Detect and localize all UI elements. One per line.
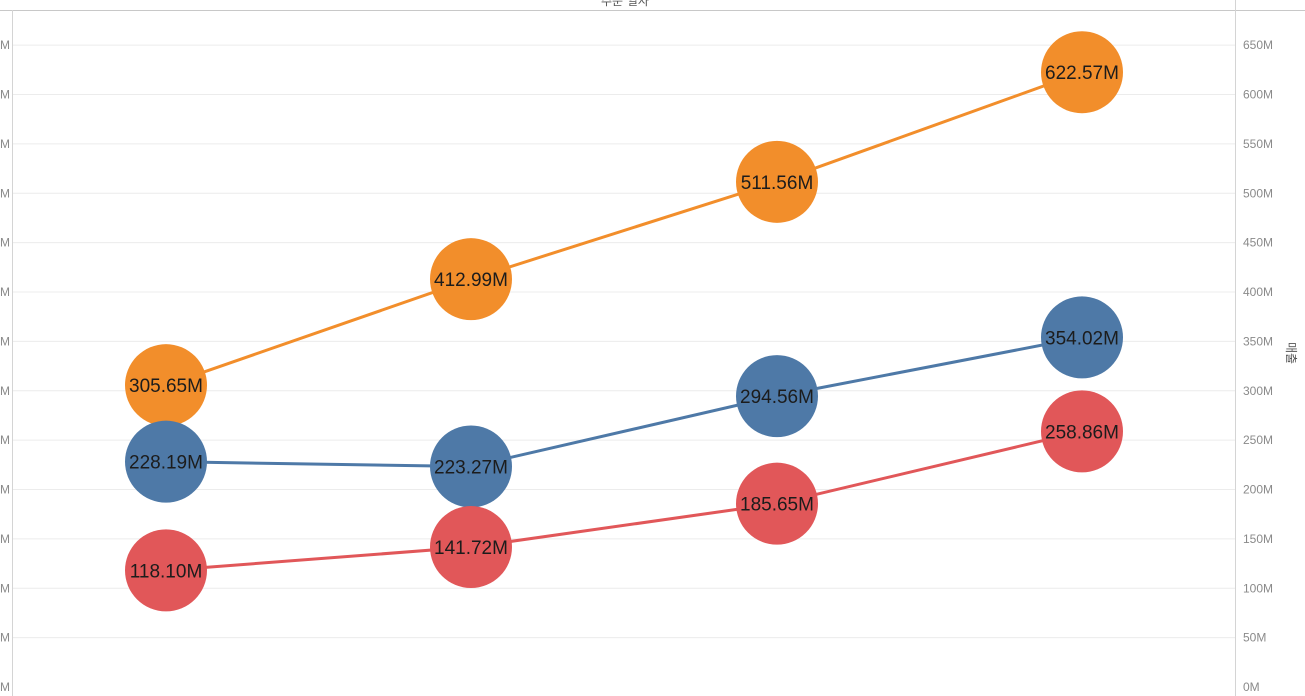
data-label: 228.19M — [129, 453, 203, 474]
y-tick-label: 500M — [1243, 186, 1273, 200]
data-point — [736, 462, 818, 545]
data-label: 622.57M — [1045, 63, 1119, 84]
data-point — [736, 355, 818, 438]
y-tick-label: 150M — [1243, 532, 1273, 546]
left-y-tick-label: M — [0, 285, 10, 299]
data-point — [430, 238, 512, 321]
left-y-tick-label: M — [0, 186, 10, 200]
series-group: 305.65M 412.99M 511.56M 622.57M 228.19M 223.2… — [125, 31, 1123, 612]
y-tick-label: 600M — [1243, 88, 1273, 102]
data-label: 294.56M — [740, 387, 814, 408]
y-tick-label: 250M — [1243, 433, 1273, 447]
series-line-1 — [165, 70, 1083, 387]
data-label: 354.02M — [1045, 328, 1119, 349]
data-label: 185.65M — [740, 495, 814, 516]
data-point — [1041, 390, 1123, 473]
left-y-tick-label: M — [0, 236, 10, 250]
data-label: 305.65M — [129, 376, 203, 397]
left-y-tick-label: M — [0, 88, 10, 102]
data-point — [736, 140, 818, 223]
y-tick-label: 50M — [1243, 631, 1266, 645]
gridlines — [13, 44, 1235, 639]
data-point — [1041, 296, 1123, 379]
left-y-tick-label: M — [0, 483, 10, 497]
y-tick-label: 450M — [1243, 236, 1273, 250]
y-tick-label: 550M — [1243, 137, 1273, 151]
top-axis-title: 주문 일자 — [601, 0, 649, 8]
data-point — [430, 425, 512, 508]
data-label: 511.56M — [741, 173, 814, 194]
y-tick-label: 300M — [1243, 384, 1273, 398]
data-label: 223.27M — [434, 458, 508, 479]
right-axis-ticks: 0M 50M 100M 150M 200M 250M 300M 350M 400M 450M 500… — [1243, 38, 1273, 694]
y-tick-label: 650M — [1243, 38, 1273, 52]
left-y-tick-label: M — [0, 137, 10, 151]
y-tick-label: 0M — [1243, 680, 1260, 694]
y-axis-title: 매출 — [1284, 342, 1298, 364]
y-tick-label: 400M — [1243, 285, 1273, 299]
left-y-tick-label: M — [0, 433, 10, 447]
left-y-tick-label: M — [0, 532, 10, 546]
y-tick-label: 200M — [1243, 483, 1273, 497]
data-point — [125, 420, 207, 503]
data-label: 118.10M — [130, 561, 203, 582]
data-label: 412.99M — [434, 270, 508, 291]
y-tick-label: 350M — [1243, 334, 1273, 348]
series-line-2 — [165, 335, 1083, 469]
left-y-tick-label: M — [0, 38, 10, 52]
data-label: 258.86M — [1045, 422, 1119, 443]
data-label: 141.72M — [434, 538, 508, 559]
y-tick-label: 100M — [1243, 581, 1273, 595]
left-y-tick-label: M — [0, 680, 10, 694]
data-point — [125, 529, 207, 612]
left-y-tick-label: M — [0, 334, 10, 348]
left-y-tick-label: M — [0, 384, 10, 398]
left-y-tick-label: M — [0, 581, 10, 595]
data-point — [430, 506, 512, 589]
left-axis-ticks: M M M M M M M M M M M M M M — [0, 38, 10, 694]
series-line-3 — [165, 429, 1083, 572]
data-point — [1041, 31, 1123, 114]
data-point — [125, 344, 207, 427]
left-y-tick-label: M — [0, 631, 10, 645]
